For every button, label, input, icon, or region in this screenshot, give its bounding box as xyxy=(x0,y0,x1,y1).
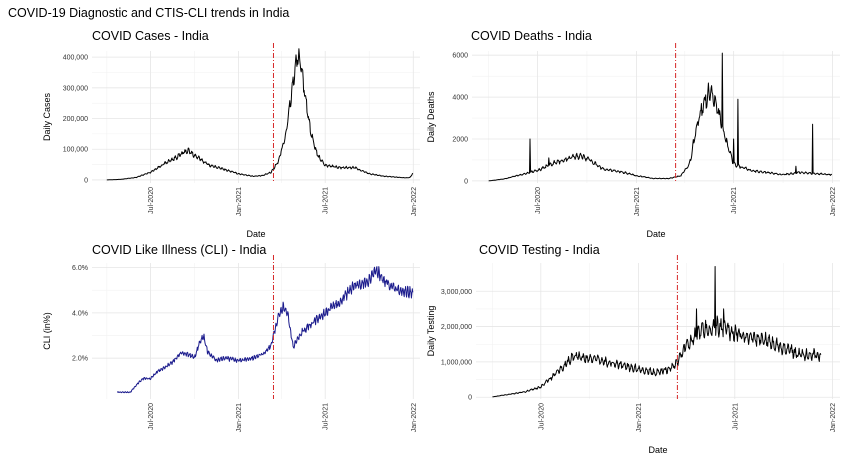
x-tick-label: Jan-2021 xyxy=(636,403,643,432)
x-tick-label: Jan-2021 xyxy=(236,403,243,432)
panel-title: COVID Testing - India xyxy=(479,243,600,257)
series-line xyxy=(106,48,414,181)
y-axis-label: Daily Cases xyxy=(42,92,52,141)
x-tick-label: Jul-2020 xyxy=(538,403,545,430)
y-tick-label: 0 xyxy=(464,178,468,185)
figure-title: COVID-19 Diagnostic and CTIS-CLI trends … xyxy=(8,6,290,20)
y-tick-label: 0 xyxy=(84,177,88,184)
y-tick-label: 400,000 xyxy=(63,55,88,62)
chart-covid-testing: COVID Testing - India 0 1,000,000 2,000,000… xyxy=(426,243,840,455)
panel-title: COVID Cases - India xyxy=(92,29,209,43)
x-tick-label: Jan-2022 xyxy=(411,403,418,432)
x-axis-label: Date xyxy=(646,229,665,239)
x-tick-label: Jul-2021 xyxy=(732,403,739,430)
x-tick-label: Jul-2020 xyxy=(148,187,155,214)
y-axis-label: Daily Testing xyxy=(426,306,436,357)
y-tick-label: 2,000,000 xyxy=(441,324,472,331)
x-tick-label: Jan-2022 xyxy=(830,187,837,216)
x-tick-label: Jan-2021 xyxy=(236,187,243,216)
x-tick-label: Jul-2021 xyxy=(731,187,738,214)
plot-grid xyxy=(472,51,840,183)
panel-title: COVID Like Illness (CLI) - India xyxy=(92,243,266,257)
x-tick-label: Jul-2021 xyxy=(323,403,330,430)
y-tick-label: 200,000 xyxy=(63,116,88,123)
x-tick-label: Jul-2020 xyxy=(148,403,155,430)
y-tick-label: 0 xyxy=(468,395,472,402)
series-line xyxy=(492,266,822,398)
panel-title: COVID Deaths - India xyxy=(471,29,592,43)
y-axis-label: Daily Deaths xyxy=(426,91,436,143)
series-line xyxy=(488,52,833,182)
y-tick-label: 2000 xyxy=(452,137,468,144)
x-axis-label: Date xyxy=(246,229,265,239)
plot-grid xyxy=(476,263,840,399)
plot-grid xyxy=(92,263,420,399)
series-line xyxy=(116,266,414,394)
y-tick-label: 6000 xyxy=(452,53,468,60)
x-tick-label: Jul-2021 xyxy=(323,187,330,214)
x-tick-label: Jul-2020 xyxy=(535,187,542,214)
y-tick-label: 100,000 xyxy=(63,147,88,154)
y-axis-label: CLI (in%) xyxy=(42,312,52,350)
chart-cli: COVID Like Illness (CLI) - India 2.0% 4.0%… xyxy=(42,243,420,432)
x-tick-label: Jan-2022 xyxy=(411,187,418,216)
plot-grid xyxy=(92,51,420,183)
y-tick-label: 6.0% xyxy=(72,265,88,272)
y-tick-label: 3,000,000 xyxy=(441,289,472,296)
y-tick-label: 4000 xyxy=(452,95,468,102)
chart-covid-cases: COVID Cases - India 0 100,000 200,000 300,00… xyxy=(42,29,420,239)
x-tick-label: Jan-2021 xyxy=(634,187,641,216)
y-tick-label: 4.0% xyxy=(72,310,88,317)
y-tick-label: 300,000 xyxy=(63,85,88,92)
y-tick-label: 2.0% xyxy=(72,356,88,363)
x-axis-label: Date xyxy=(648,445,667,455)
y-tick-label: 1,000,000 xyxy=(441,359,472,366)
chart-covid-deaths: COVID Deaths - India 0 2000 4000 6000 Jul-202… xyxy=(426,29,840,239)
x-tick-label: Jan-2022 xyxy=(830,403,837,432)
